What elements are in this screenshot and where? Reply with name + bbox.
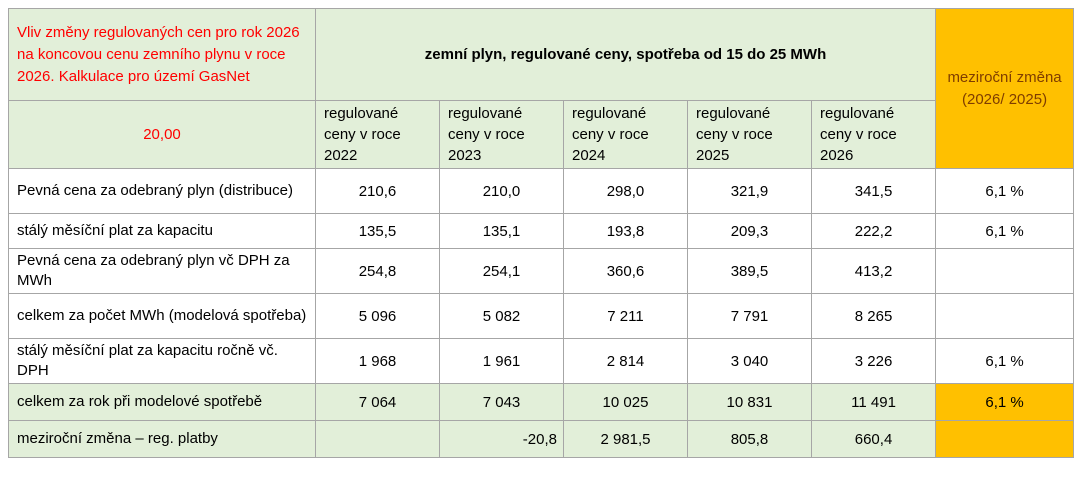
row-label: stálý měsíční plat za kapacitu ročně vč.… [8, 338, 316, 384]
value-cell: 254,1 [439, 248, 564, 294]
row-label: meziroční změna – reg. platby [8, 420, 316, 458]
value-cell: 321,9 [687, 168, 812, 214]
value-cell: 7 791 [687, 293, 812, 339]
value-cell: 3 040 [687, 338, 812, 384]
row-label: celkem za rok při modelové spotřebě [8, 383, 316, 421]
model-consumption-value: 20,00 [8, 100, 316, 169]
value-cell: 8 265 [810, 293, 937, 339]
value-cell: 805,8 [687, 420, 812, 458]
yoy-cell: 6,1 % [935, 168, 1075, 214]
table-row: Pevná cena za odebraný plyn (distribuce)… [8, 168, 1075, 214]
table-header-row-2: 20,00 regulované ceny v roce 2022 regulo… [8, 100, 1074, 169]
value-cell: 210,6 [315, 168, 440, 214]
yoy-cell: 6,1 % [935, 213, 1075, 249]
row-label: Pevná cena za odebraný plyn (distribuce) [8, 168, 316, 214]
row-label: stálý měsíční plat za kapacitu [8, 213, 316, 249]
value-cell: 11 491 [810, 383, 937, 421]
table-row: stálý měsíční plat za kapacitu ročně vč.… [8, 338, 1075, 384]
value-cell: 413,2 [810, 248, 937, 294]
yoy-cell: 6,1 % [935, 338, 1075, 384]
value-cell: 10 025 [563, 383, 688, 421]
value-cell: 254,8 [315, 248, 440, 294]
value-cell: 5 082 [439, 293, 564, 339]
value-cell: -20,8 [439, 420, 564, 458]
value-cell: 7 043 [439, 383, 564, 421]
table-row: meziroční změna – reg. platby -20,8 2 981,… [8, 420, 1075, 458]
table-title: Vliv změny regulovaných cen pro rok 2026… [8, 8, 316, 101]
value-cell: 2 814 [563, 338, 688, 384]
value-cell: 209,3 [687, 213, 812, 249]
value-cell: 7 211 [563, 293, 688, 339]
value-cell: 222,2 [810, 213, 937, 249]
value-cell: 7 064 [315, 383, 440, 421]
table-row: Pevná cena za odebraný plyn vč DPH za MW… [8, 248, 1075, 294]
value-cell: 135,1 [439, 213, 564, 249]
yoy-cell: 6,1 % [935, 383, 1075, 421]
value-cell: 298,0 [563, 168, 688, 214]
value-cell [315, 420, 440, 458]
value-cell: 2 981,5 [563, 420, 688, 458]
value-cell: 10 831 [687, 383, 812, 421]
value-cell: 3 226 [810, 338, 937, 384]
yoy-cell [935, 248, 1075, 294]
row-label: Pevná cena za odebraný plyn vč DPH za MW… [8, 248, 316, 294]
value-cell: 341,5 [810, 168, 937, 214]
value-cell: 389,5 [687, 248, 812, 294]
group-header: zemní plyn, regulované ceny, spotřeba od… [314, 8, 937, 101]
year-header-2023: regulované ceny v roce 2023 [439, 100, 564, 169]
value-cell: 360,6 [563, 248, 688, 294]
table-row: celkem za počet MWh (modelová spotřeba) 5… [8, 293, 1075, 339]
value-cell: 135,5 [315, 213, 440, 249]
value-cell: 193,8 [563, 213, 688, 249]
yoy-column-header: meziroční změna (2026/ 2025) [935, 8, 1075, 169]
row-label: celkem za počet MWh (modelová spotřeba) [8, 293, 316, 339]
year-header-2024: regulované ceny v roce 2024 [563, 100, 688, 169]
table-row: celkem za rok při modelové spotřebě 7 064… [8, 383, 1075, 421]
value-cell: 5 096 [315, 293, 440, 339]
table-row: stálý měsíční plat za kapacitu 135,5 135,1… [8, 213, 1075, 249]
yoy-cell [935, 293, 1075, 339]
table-header-row-1: Vliv změny regulovaných cen pro rok 2026… [8, 8, 1075, 169]
value-cell: 210,0 [439, 168, 564, 214]
value-cell: 1 961 [439, 338, 564, 384]
gas-price-table: Vliv změny regulovaných cen pro rok 2026… [8, 8, 1075, 458]
value-cell: 660,4 [810, 420, 937, 458]
year-header-2022: regulované ceny v roce 2022 [315, 100, 440, 169]
year-header-2026: regulované ceny v roce 2026 [810, 100, 937, 169]
value-cell: 1 968 [315, 338, 440, 384]
year-header-2025: regulované ceny v roce 2025 [687, 100, 812, 169]
yoy-cell [935, 420, 1075, 458]
